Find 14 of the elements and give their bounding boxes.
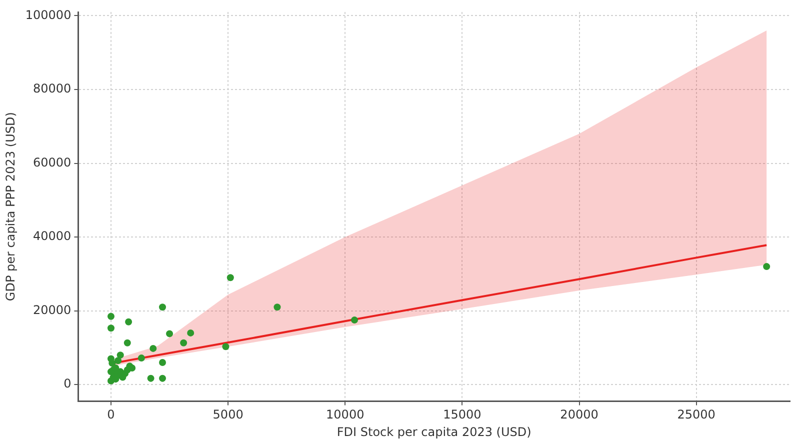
y-tick-label: 80000	[33, 82, 72, 96]
y-tick-label: 20000	[33, 302, 72, 317]
y-tick-label: 0	[64, 376, 72, 391]
x-tick-label: 15000	[443, 408, 482, 422]
x-axis-title: FDI Stock per capita 2023 (USD)	[336, 424, 532, 439]
y-tick-label: 60000	[33, 155, 72, 170]
x-tick-label: 20000	[560, 408, 598, 422]
y-axis-title: GDP per capita PPP 2023 (USD)	[3, 112, 18, 302]
y-tick-label: 100000	[25, 8, 72, 22]
y-tick-label: 40000	[33, 229, 72, 244]
x-tick-label: 25000	[677, 408, 716, 422]
x-tick-label: 10000	[326, 408, 364, 422]
x-tick-label: 5000	[212, 408, 244, 422]
x-tick-label: 0	[107, 408, 115, 422]
